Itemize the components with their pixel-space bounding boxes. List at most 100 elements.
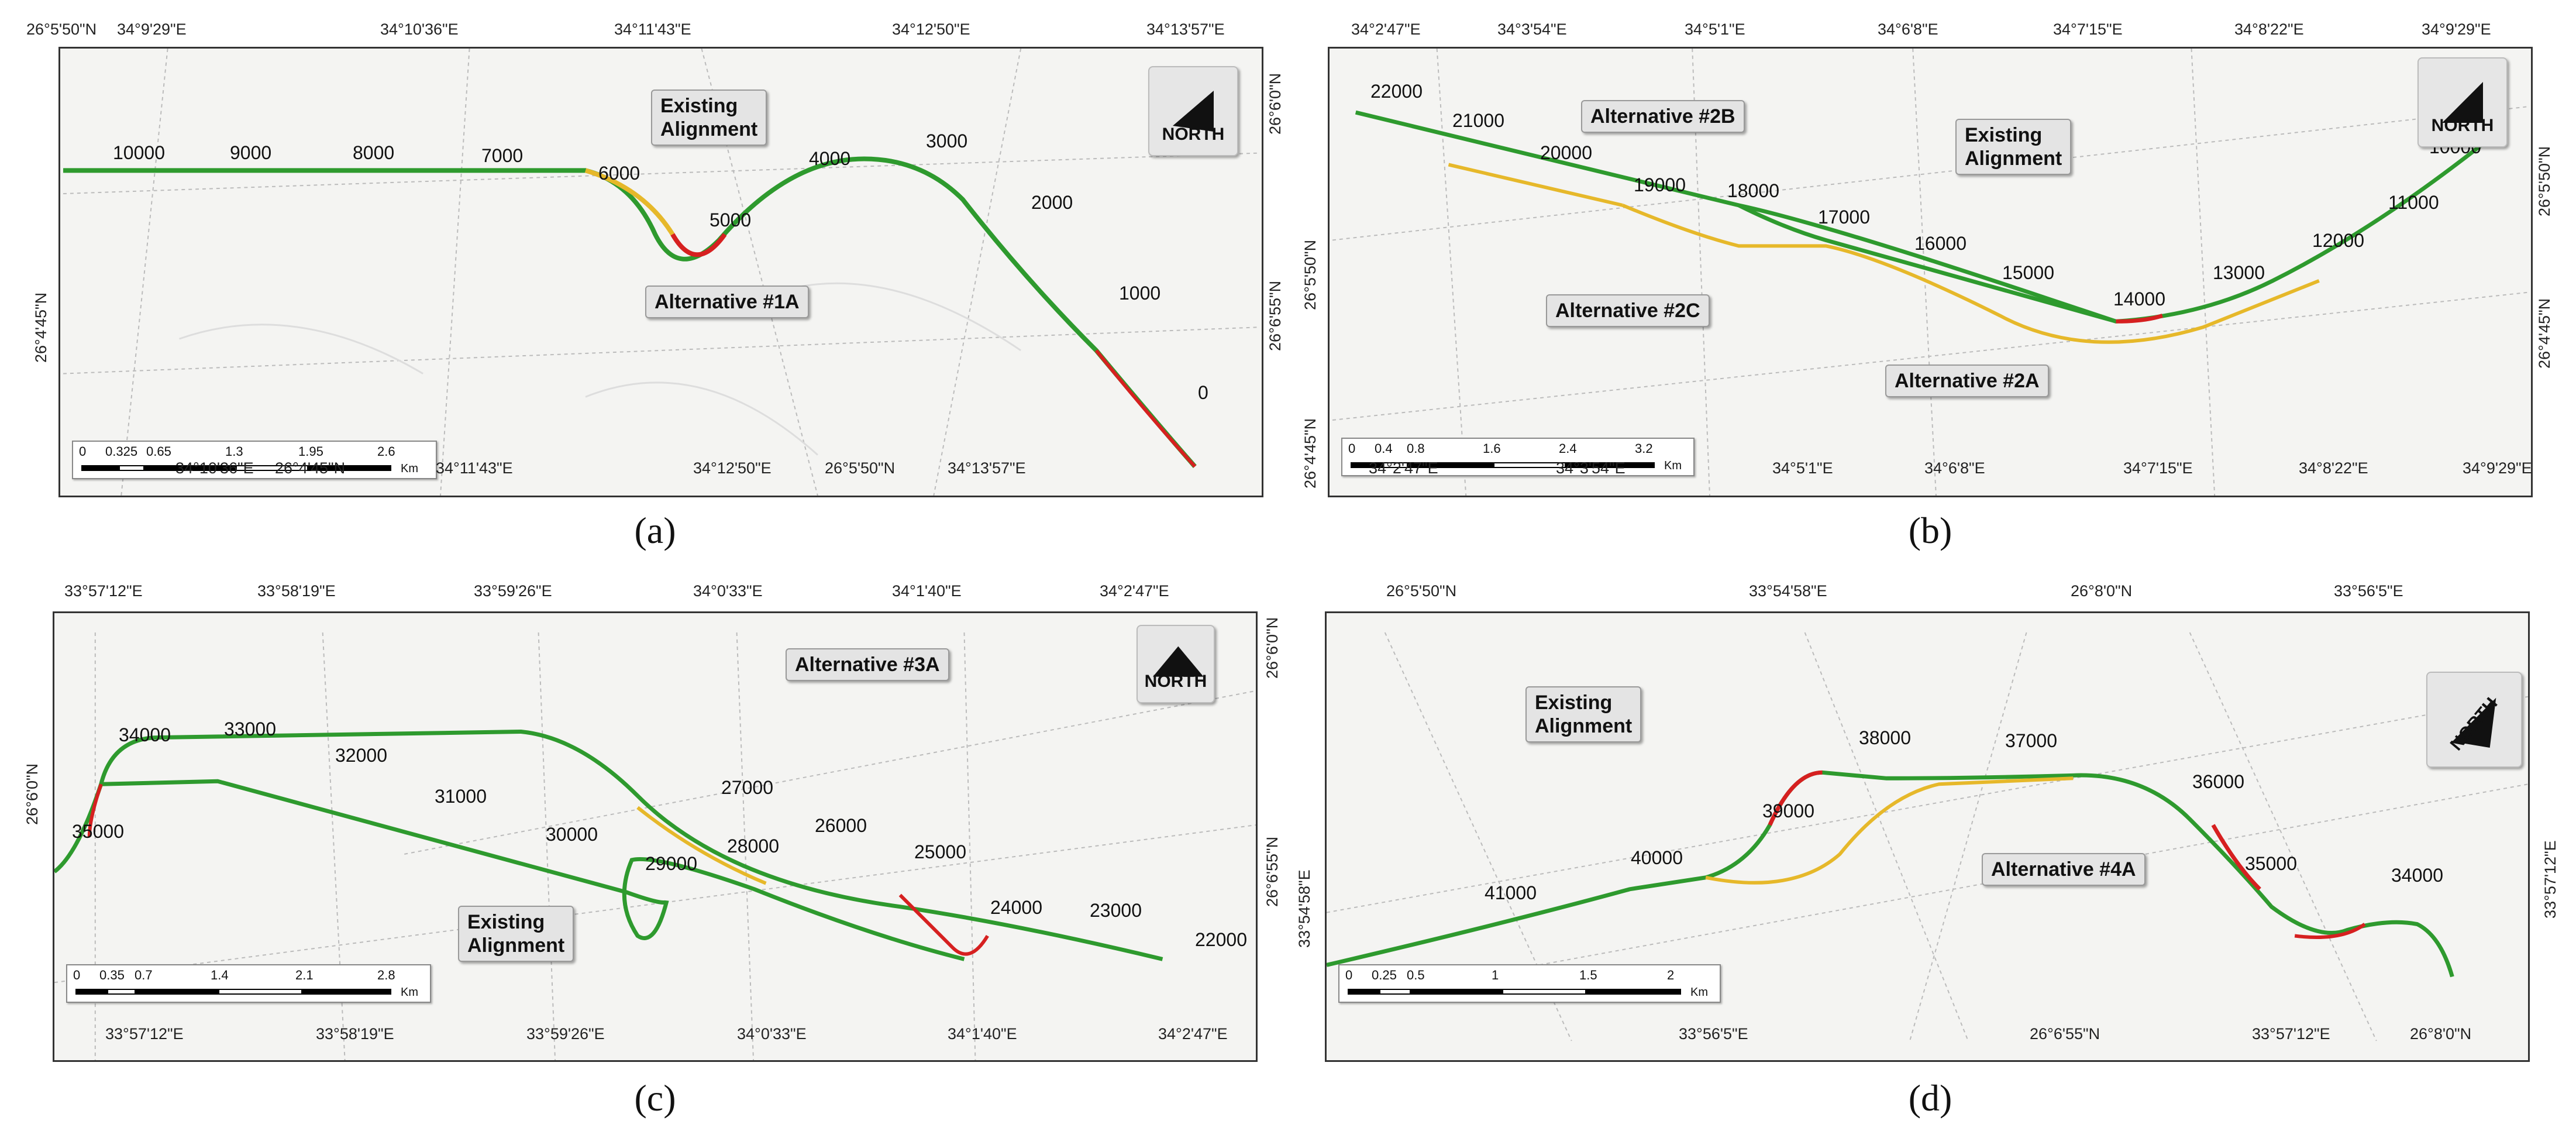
km-label: 16000 [1914, 233, 1967, 254]
km-label: 1000 [1119, 283, 1161, 304]
coord-label: 26°4'45"N [275, 459, 346, 477]
coord-label: 34°5'1"E [1772, 459, 1833, 477]
km-label: 18000 [1727, 180, 1779, 201]
map-canvas-a [63, 49, 1259, 496]
coord-label: 26°8'0"N [2410, 1025, 2472, 1043]
map-panel-c: 35000 34000 33000 32000 31000 30000 2900… [53, 611, 1258, 1062]
map-canvas-d [1327, 632, 2528, 1041]
north-arrow-icon: NORTH [2417, 57, 2508, 147]
km-label: 6000 [598, 163, 640, 184]
km-label: 19000 [1634, 174, 1686, 195]
panel-caption: (a) [634, 510, 676, 551]
coord-label: 33°56'5"E [2334, 582, 2403, 600]
coord-label: 34°12'50"E [693, 459, 772, 477]
km-label: 9000 [230, 142, 272, 163]
km-label: 27000 [721, 777, 773, 798]
km-label: 25000 [914, 841, 966, 862]
coord-label: 34°8'22"E [2299, 459, 2368, 477]
coord-label: 34°2'47"E [1351, 20, 1421, 38]
coord-label: 26°5'50"N [1386, 582, 1457, 600]
coord-label: 34°11'43"E [614, 20, 691, 38]
km-label: 40000 [1631, 847, 1683, 868]
scale-bar: 0 0.4 0.8 1.6 2.4 3.2 Km [1341, 438, 1695, 476]
scale-bar: 0 0.325 0.65 1.3 1.95 2.6 Km [72, 441, 437, 479]
coord-label: 26°4'45"N [32, 292, 50, 363]
coord-label: 33°57'12"E [105, 1025, 184, 1043]
km-label: 30000 [546, 824, 598, 845]
north-arrow-icon: NORTH [1148, 66, 1238, 156]
callout-alternative: Alternative #2B [1581, 100, 1745, 133]
coord-label: 34°10'36"E [380, 20, 459, 38]
km-label: 35000 [72, 821, 124, 842]
coord-label: 33°58'19"E [316, 1025, 394, 1043]
coord-label: 34°13'57"E [948, 459, 1026, 477]
coord-label: 34°2'47"E [1158, 1025, 1228, 1043]
coord-label: 26°5'50"N [1301, 239, 1319, 310]
coord-label: 34°6'8"E [1878, 20, 1938, 38]
map-panel-d: 41000 40000 39000 38000 37000 36000 3500… [1325, 611, 2530, 1062]
callout-alternative: Alternative #2A [1885, 365, 2049, 397]
km-label: 23000 [1090, 900, 1142, 921]
coord-label: 33°56'5"E [1679, 1025, 1748, 1043]
coord-label: 26°4'45"N [1301, 418, 1319, 489]
coord-label: 34°0'33"E [737, 1025, 807, 1043]
coord-label: 34°7'15"E [2053, 20, 2123, 38]
coord-label: 33°54'58"E [1749, 582, 1827, 600]
panel-caption: (b) [1908, 510, 1952, 551]
km-label: 22000 [1195, 929, 1247, 950]
coord-label: 34°2'47"E [1100, 582, 1169, 600]
coord-label: 34°3'54"E [1497, 20, 1567, 38]
map-canvas-c [54, 632, 1256, 1060]
km-label: 26000 [815, 815, 867, 836]
km-label: 33000 [224, 718, 276, 740]
coord-label: 26°8'0"N [2071, 582, 2133, 600]
coord-label: 34°9'29"E [2463, 459, 2532, 477]
coord-label: 34°0'33"E [693, 582, 763, 600]
km-label: 14000 [2113, 288, 2165, 310]
scale-bar: 0 0.25 0.5 1 1.5 2 Km [1338, 964, 1721, 1003]
km-label: 34000 [2391, 865, 2443, 886]
coord-label: 26°4'45"N [2536, 298, 2553, 369]
km-label: 15000 [2002, 262, 2054, 283]
km-label: 17000 [1818, 207, 1870, 228]
callout-alternative: Alternative #3A [786, 648, 949, 681]
km-label: 3000 [926, 130, 968, 152]
coord-label: 34°8'22"E [2234, 20, 2304, 38]
map-canvas-b [1332, 49, 2529, 496]
km-label: 35000 [2245, 853, 2297, 874]
km-label: 41000 [1485, 882, 1537, 903]
coord-label: 34°3'54"E [1556, 459, 1626, 477]
coord-label: 33°57'12"E [64, 582, 143, 600]
coord-label: 26°6'0"N [1266, 73, 1284, 135]
km-label: 0 [1198, 382, 1208, 403]
coord-label: 33°57'12"E [2252, 1025, 2330, 1043]
km-label: 7000 [481, 145, 524, 166]
km-label: 10000 [113, 142, 165, 163]
km-label: 4000 [809, 148, 851, 169]
km-label: 21000 [1452, 110, 1504, 131]
map-panel-b: 22000 21000 20000 19000 18000 17000 1600… [1328, 47, 2533, 497]
callout-existing-alignment: Existing Alignment [1525, 686, 1642, 742]
coord-label: 26°5'50"N [26, 20, 97, 38]
km-label: 36000 [2192, 771, 2244, 792]
scale-bar: 0 0.35 0.7 1.4 2.1 2.8 Km [66, 964, 431, 1003]
km-label: 34000 [119, 724, 171, 745]
km-label: 28000 [727, 835, 779, 857]
km-label: 29000 [645, 853, 697, 874]
callout-existing-alignment: Existing Alignment [1955, 119, 2072, 175]
north-arrow-icon: NORTH [2426, 672, 2522, 768]
coord-label: 26°6'0"N [1263, 617, 1281, 679]
callout-alternative: Alternative #4A [1982, 853, 2145, 886]
coord-label: 34°6'8"E [1924, 459, 1985, 477]
coord-label: 34°1'40"E [948, 1025, 1017, 1043]
km-label: 39000 [1762, 800, 1814, 821]
map-panel-a: 10000 9000 8000 7000 6000 5000 4000 3000… [58, 47, 1263, 497]
km-label: 13000 [2213, 262, 2265, 283]
panel-caption: (d) [1908, 1077, 1952, 1119]
coord-label: 34°9'29"E [2422, 20, 2491, 38]
coord-label: 34°2'47"E [1369, 459, 1438, 477]
km-label: 2000 [1031, 192, 1073, 213]
coord-label: 34°12'50"E [892, 20, 970, 38]
callout-existing-alignment: Existing Alignment [651, 90, 767, 146]
coord-label: 34°5'1"E [1685, 20, 1745, 38]
